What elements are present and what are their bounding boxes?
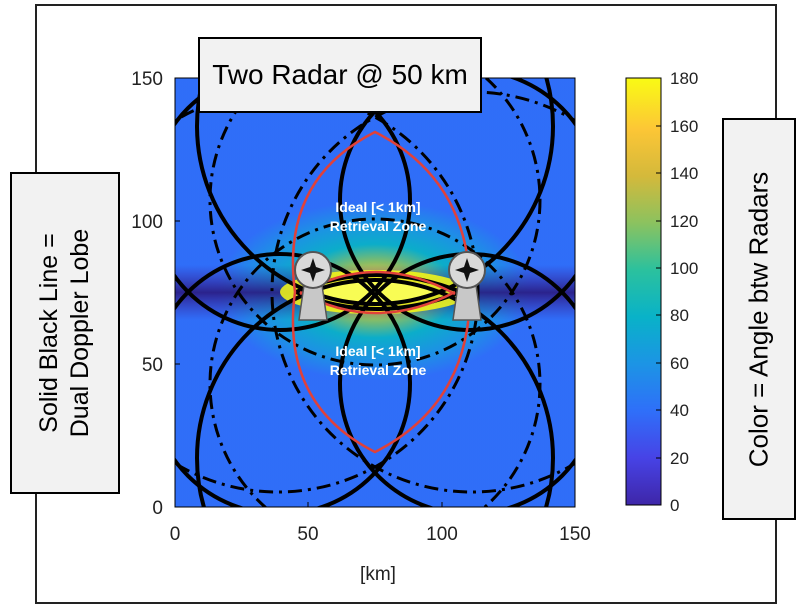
colorbar-tick-label: 60 [670,354,689,373]
x-tick-label: 150 [559,524,591,545]
right-annotation-box: Color = Angle btw Radars [722,118,796,520]
upper-zone-label-line2: Retrieval Zone [330,218,427,234]
radar-icon-right [448,251,486,321]
colorbar-tick-label: 20 [670,449,689,468]
y-tick-label: 150 [131,69,163,90]
y-tick-label: 50 [142,355,163,376]
left-annotation-line2: Dual Doppler Lobe [66,228,95,438]
radar-icon-left [294,251,332,321]
lower-ideal-zone [291,291,472,454]
colorbar-tick-label: 0 [670,496,679,515]
lower-zone-label-line1: Ideal [< 1km] [335,343,420,359]
x-tick-label: 100 [426,524,458,545]
title-text: Two Radar @ 50 km [212,59,468,90]
colorbar-tick-label: 100 [670,259,698,278]
dashdot-lobes [175,78,575,507]
dual-doppler-lobes [175,78,575,507]
colorbar-tick-label: 140 [670,164,698,183]
colorbar-tick-label: 120 [670,212,698,231]
title-box: Two Radar @ 50 km [198,37,482,113]
upper-zone-label-line1: Ideal [< 1km] [335,199,420,215]
left-annotation-box: Solid Black Line = Dual Doppler Lobe [10,172,120,494]
y-tick-label: 0 [152,498,163,519]
colorbar-tick-label: 160 [670,117,698,136]
colorbar [625,77,662,506]
x-tick-label: 0 [170,524,181,545]
lower-zone-label-line2: Retrieval Zone [330,362,427,378]
left-annotation-text: Solid Black Line = Dual Doppler Lobe [34,229,96,437]
x-tick-label: 50 [297,524,318,545]
colorbar-tick-label: 80 [670,306,689,325]
colorbar-tick-label: 40 [670,401,689,420]
x-axis-label: [km] [360,564,396,585]
y-tick-label: 100 [131,212,163,233]
colorbar-tick-label: 180 [670,69,698,88]
left-annotation-line1: Solid Black Line = [35,233,64,433]
right-annotation-text: Color = Angle btw Radars [743,171,774,467]
upper-ideal-zone [291,130,472,293]
plot-area [175,78,575,507]
